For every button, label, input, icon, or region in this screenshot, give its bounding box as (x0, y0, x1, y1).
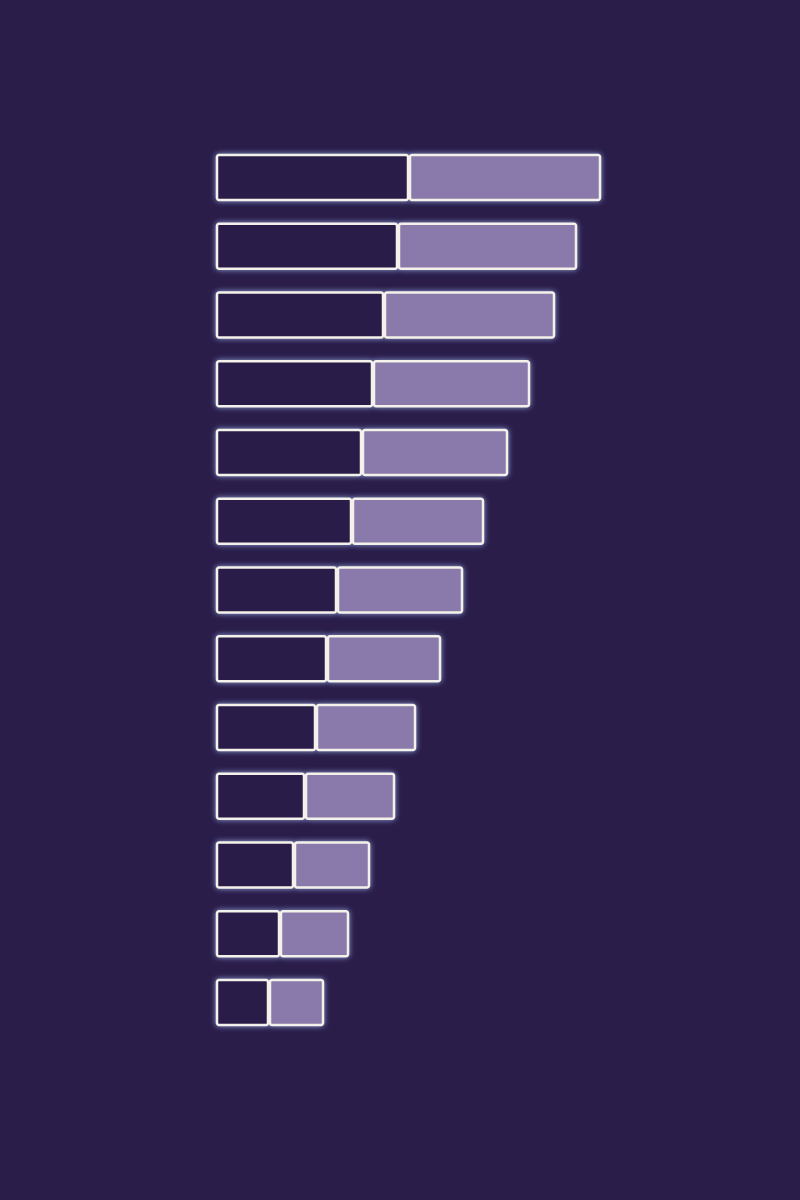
bar-row-1-segment-2 (408, 153, 602, 202)
bar-row-11-segment-1 (215, 841, 295, 889)
bar-row-6-segment-1 (215, 497, 353, 545)
bar-row-11-segment-2 (293, 841, 371, 889)
bar-row-9-segment-1 (215, 703, 317, 752)
bar-row-4-segment-1 (215, 360, 374, 408)
bar-row-3-segment-1 (215, 291, 385, 339)
bar-row-8-segment-2 (326, 635, 442, 683)
bar-row-7-segment-1 (215, 566, 338, 614)
bar-row-7-segment-2 (336, 566, 464, 614)
bar-row-13-segment-1 (215, 978, 270, 1027)
bar-row-2-segment-2 (397, 222, 578, 270)
bar-row-1-segment-1 (215, 153, 410, 202)
bar-row-10-segment-1 (215, 772, 306, 820)
bar-row-5-segment-2 (361, 428, 509, 477)
bars-group (215, 153, 602, 1027)
bar-row-3-segment-2 (383, 291, 556, 339)
bar-row-10-segment-2 (304, 772, 396, 820)
bar-row-2-segment-1 (215, 222, 399, 270)
bar-row-4-segment-2 (372, 360, 531, 408)
bar-row-13-segment-2 (268, 978, 325, 1027)
bar-row-8-segment-1 (215, 635, 328, 683)
bar-row-12-segment-1 (215, 910, 281, 958)
bar-row-12-segment-2 (279, 910, 350, 958)
bar-row-9-segment-2 (315, 703, 417, 752)
bar-row-6-segment-2 (351, 497, 485, 545)
bar-row-5-segment-1 (215, 428, 363, 477)
